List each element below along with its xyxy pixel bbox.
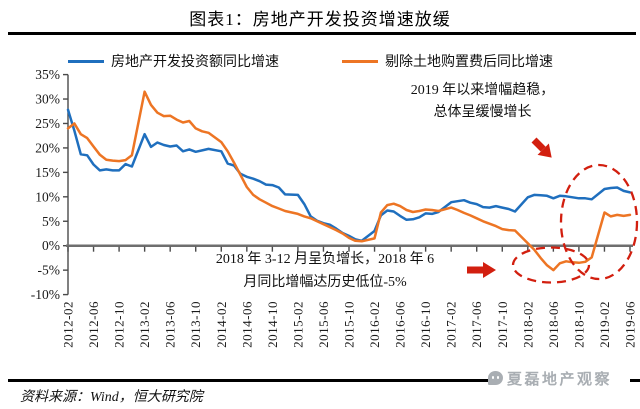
bottom-divider [8, 379, 640, 382]
y-tick-label: 15% [35, 165, 60, 180]
legend-label: 剔除土地购置费后同比增速 [385, 55, 553, 70]
x-tick-label: 2018-06 [546, 301, 561, 348]
legend-item-investment: 房地产开发投资额同比增速 [68, 51, 279, 71]
x-tick-label: 2015-10 [342, 301, 357, 348]
chart-legend: 房地产开发投资额同比增速 剔除土地购置费后同比增速 [0, 51, 640, 71]
x-tick-label: 2012-10 [112, 301, 127, 348]
x-tick-label: 2016-10 [418, 301, 433, 348]
watermark-text: 夏磊地产观察 [507, 371, 613, 388]
legend-line-sample-orange [342, 59, 378, 63]
x-tick-label: 2016-06 [393, 301, 408, 348]
x-tick-label: 2017-06 [469, 301, 484, 348]
y-tick-label: 10% [35, 189, 60, 204]
legend-line-sample-blue [68, 59, 104, 63]
x-tick-label: 2014-06 [239, 301, 254, 348]
series-line-investment-growth [66, 108, 632, 243]
x-tick-label: 2015-06 [316, 301, 331, 348]
x-tick-label: 2013-10 [188, 301, 203, 348]
source-note: 资料来源：Wind，恒大研究院 [20, 390, 203, 405]
x-tick-label: 2017-02 [444, 301, 459, 348]
x-tick-label: 2014-10 [265, 301, 280, 348]
watermark: 夏磊地产观察 [488, 367, 630, 389]
highlight-ellipse-negative-dip [511, 246, 591, 284]
legend-label: 房地产开发投资额同比增速 [111, 55, 279, 70]
x-tick-label: 2012-02 [61, 301, 76, 348]
y-tick-label: 5% [42, 214, 60, 229]
highlight-ellipse-right-end [559, 163, 639, 281]
x-tick-label: 2018-10 [571, 301, 586, 348]
top-divider [8, 32, 636, 35]
y-tick-label: -10% [31, 287, 60, 302]
y-tick-label: 0% [42, 238, 60, 253]
annotation-2018-negative: 2018 年 3-12 月呈负增长，2018 年 6 月同比增幅达历史低位-5% [215, 252, 435, 290]
y-tick-label: 35% [35, 67, 60, 82]
x-tick-label: 2012-06 [86, 301, 101, 348]
y-tick-label: 30% [35, 92, 60, 107]
y-tick-label: 20% [35, 140, 60, 155]
legend-item-ex-land: 剔除土地购置费后同比增速 [342, 51, 553, 71]
annotation-2019-trend: 2019 年以来增幅趋稳， 总体呈缓慢增长 [410, 83, 555, 120]
x-tick-label: 2019-06 [623, 301, 638, 348]
y-tick-label: 25% [35, 116, 60, 131]
x-tick-label: 2017-10 [495, 301, 510, 348]
x-tick-label: 2015-02 [290, 301, 305, 348]
series-line-ex-land-purchase [66, 90, 632, 272]
x-tick-label: 2016-02 [367, 301, 382, 348]
arrow-right-icon [467, 262, 496, 278]
x-tick-label: 2019-02 [597, 301, 612, 348]
arrow-down-right-icon [531, 137, 552, 158]
x-tick-label: 2018-02 [520, 301, 535, 348]
x-tick-label: 2013-06 [163, 301, 178, 348]
chart-title: 图表1：房地产开发投资增速放缓 [189, 10, 451, 29]
y-tick-label: -5% [38, 263, 61, 278]
x-tick-label: 2013-02 [137, 301, 152, 348]
x-tick-label: 2014-02 [214, 301, 229, 348]
speech-bubble-icon [488, 371, 503, 385]
